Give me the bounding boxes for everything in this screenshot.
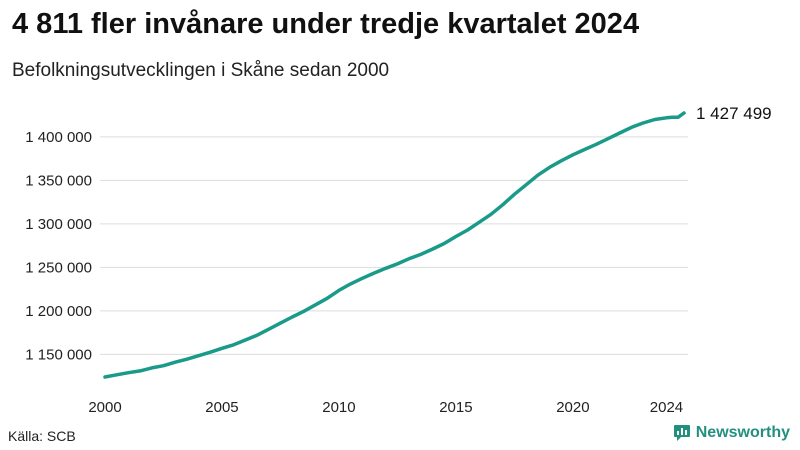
- y-tick-label: 1 400 000: [25, 129, 92, 146]
- y-tick-label: 1 200 000: [25, 303, 92, 320]
- x-tick-label: 2020: [556, 399, 589, 416]
- x-tick-label: 2000: [88, 399, 121, 416]
- series-line: [103, 111, 686, 379]
- newsworthy-logo-icon: [673, 425, 690, 441]
- y-tick-label: 1 350 000: [25, 172, 92, 189]
- brand-name: Newsworthy: [695, 424, 790, 441]
- x-tick-label: 2010: [322, 399, 355, 416]
- y-tick-label: 1 250 000: [25, 259, 92, 276]
- end-value-label: 1 427 499: [696, 104, 772, 123]
- x-tick-label: 2024: [650, 399, 683, 416]
- x-tick-label: 2005: [205, 399, 238, 416]
- brand-logo: Newsworthy: [673, 424, 790, 442]
- y-tick-label: 1 150 000: [25, 346, 92, 363]
- y-tick-label: 1 300 000: [25, 216, 92, 233]
- chart-subtitle: Befolkningsutvecklingen i Skåne sedan 20…: [12, 60, 390, 81]
- chart-title: 4 811 fler invånare under tredje kvartal…: [12, 8, 640, 40]
- x-tick-label: 2015: [439, 399, 472, 416]
- source-note: Källa: SCB: [8, 428, 76, 444]
